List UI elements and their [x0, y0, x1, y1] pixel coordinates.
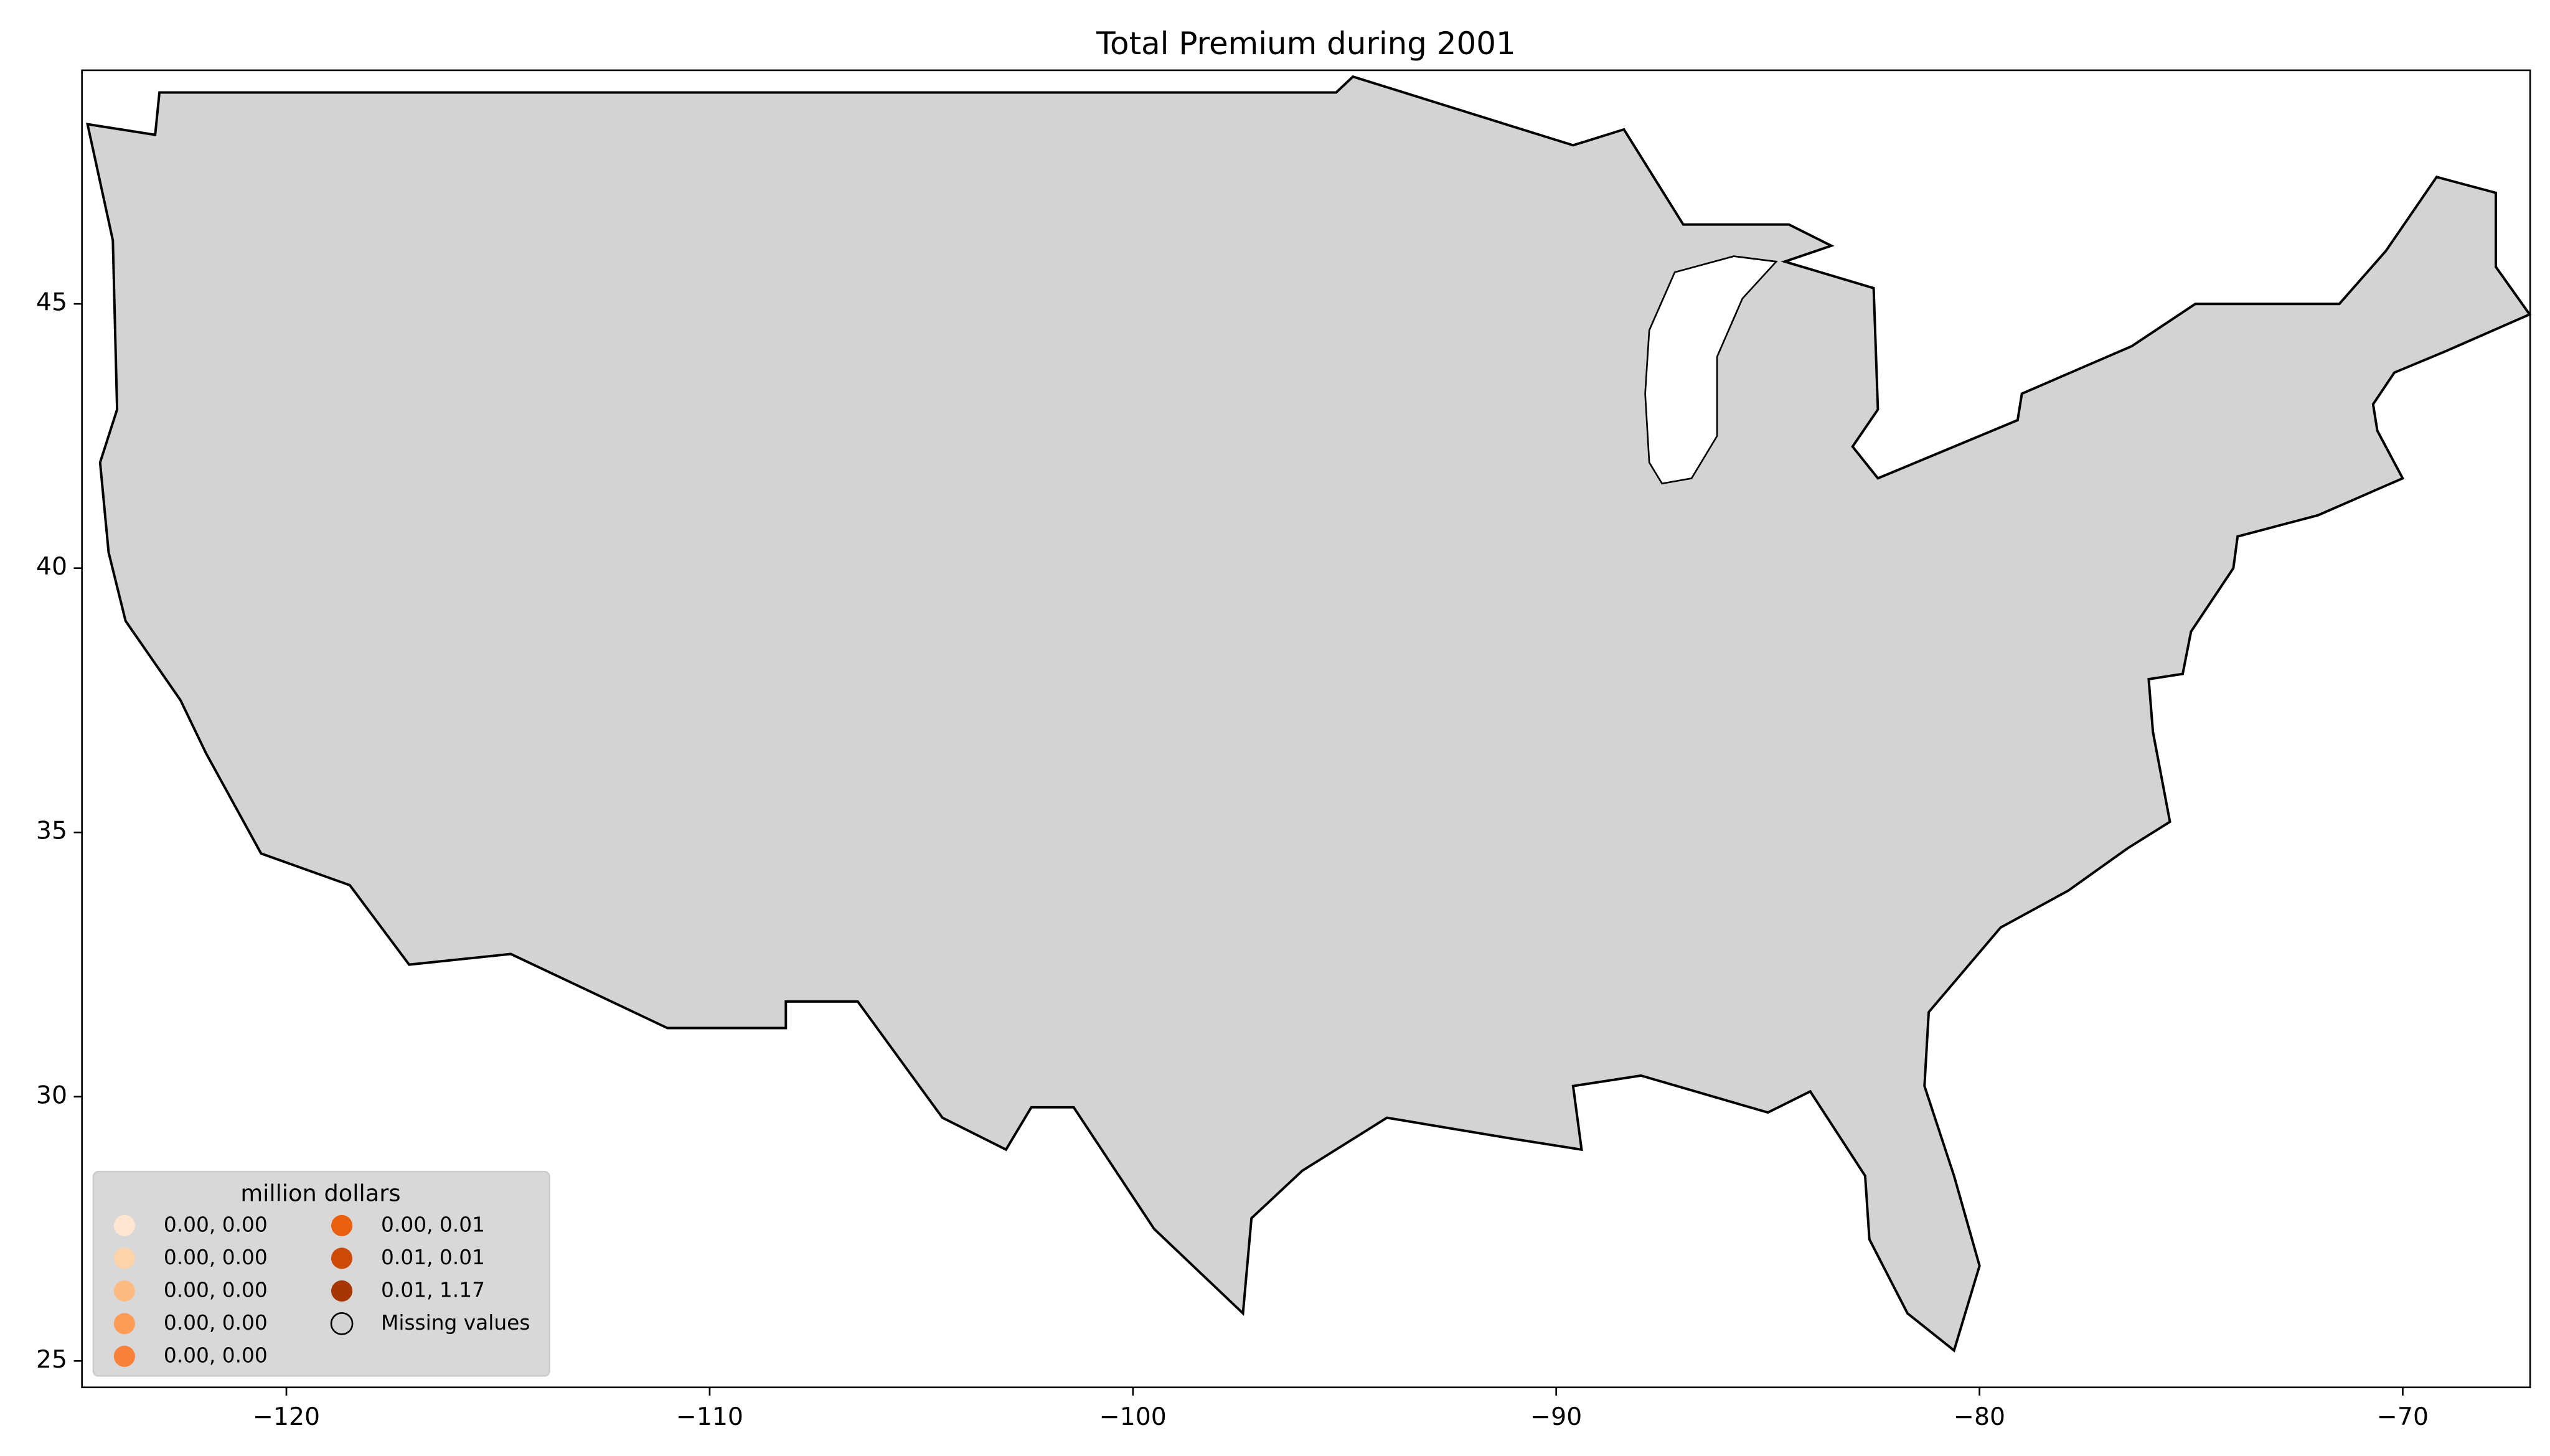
x-tick-label: −90 [1530, 1402, 1582, 1431]
y-tick-label: 45 [36, 288, 67, 317]
y-tick-label: 25 [36, 1345, 67, 1374]
axes: −120 −110 −100 −90 −80 −70 25 30 35 40 45 [36, 288, 2429, 1431]
lake-michigan [1644, 255, 1778, 485]
legend-marker [331, 1280, 353, 1302]
legend-marker [113, 1214, 135, 1236]
legend-marker [113, 1280, 135, 1302]
legend-title: million dollars [240, 1180, 400, 1206]
chart-title: Total Premium during 2001 [1096, 26, 1516, 62]
legend-box [92, 1170, 550, 1377]
legend-label: 0.00, 0.00 [164, 1278, 268, 1302]
legend-marker [331, 1247, 353, 1269]
x-tick-label: −120 [253, 1402, 320, 1431]
legend-label: 0.01, 1.17 [381, 1278, 485, 1302]
legend-label: 0.00, 0.00 [164, 1246, 268, 1269]
legend-label: 0.00, 0.00 [164, 1343, 268, 1367]
us-outline [86, 75, 2532, 1353]
legend-label: Missing values [381, 1311, 530, 1335]
y-tick-label: 35 [36, 817, 67, 845]
legend-label: 0.00, 0.00 [164, 1213, 268, 1236]
legend-marker [113, 1313, 135, 1335]
legend-marker [330, 1312, 354, 1335]
x-tick-label: −80 [1954, 1402, 2005, 1431]
legend-label: 0.00, 0.00 [164, 1311, 268, 1335]
legend: million dollars 0.00, 0.00 0.00, 0.00 0.00,… [92, 1170, 550, 1377]
x-tick-label: −110 [676, 1402, 743, 1431]
y-tick-label: 40 [36, 552, 67, 581]
legend-marker [113, 1345, 135, 1367]
x-tick-label: −70 [2377, 1402, 2429, 1431]
map [86, 75, 2532, 1353]
y-tick-label: 30 [36, 1081, 67, 1109]
legend-marker [113, 1247, 135, 1269]
x-tick-label: −100 [1099, 1402, 1167, 1431]
legend-label: 0.00, 0.01 [381, 1213, 485, 1236]
legend-label: 0.01, 0.01 [381, 1246, 485, 1269]
legend-marker [331, 1214, 353, 1236]
